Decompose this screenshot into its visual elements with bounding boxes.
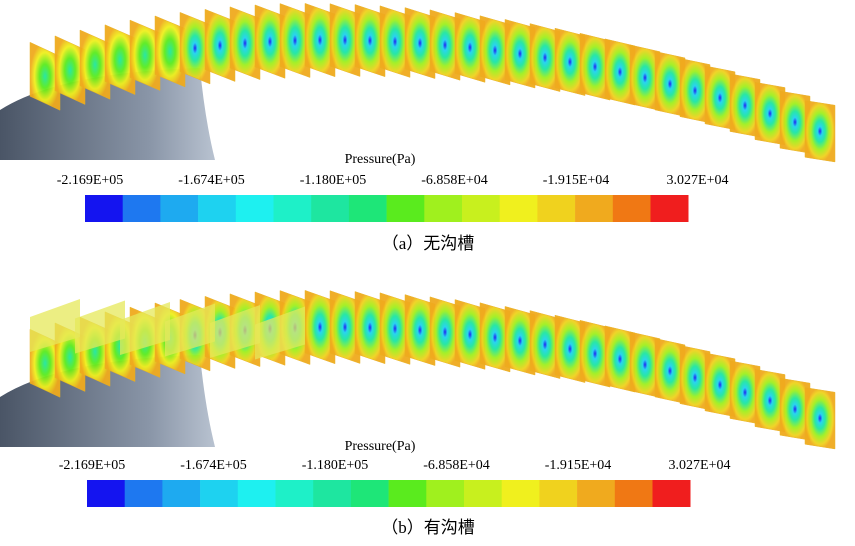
colorbar-swatch <box>311 195 349 222</box>
colorbar-swatch <box>424 195 462 222</box>
colorbar-swatch <box>198 195 236 222</box>
slice-plane <box>805 101 835 162</box>
legend-tick-label: -1.915E+04 <box>545 458 612 473</box>
legend-tick-label: -1.180E+05 <box>300 173 367 188</box>
legend-title: Pressure(Pa) <box>345 152 416 167</box>
panel-a: Pressure(Pa) -2.169E+05 -1.674E+05 -1.180E+… <box>0 3 835 253</box>
legend-tick-label: -1.915E+04 <box>543 173 610 188</box>
colorbar-swatch <box>502 480 540 507</box>
colorbar-swatch <box>123 195 161 222</box>
colorbar-swatch <box>276 480 314 507</box>
colorbar-swatch <box>238 480 276 507</box>
colorbar-swatch <box>653 480 691 507</box>
colorbar-swatch <box>236 195 274 222</box>
panel-b: Pressure(Pa) -2.169E+05 -1.674E+05 -1.180E+… <box>0 290 835 537</box>
legend-tick-label: -6.858E+04 <box>423 458 490 473</box>
colorbar-swatch <box>351 480 389 507</box>
legend-title: Pressure(Pa) <box>345 439 416 454</box>
colorbar-swatch <box>313 480 351 507</box>
colorbar-swatch <box>125 480 163 507</box>
colorbar-swatch <box>462 195 500 222</box>
colorbar-swatch <box>577 480 615 507</box>
legend-tick-label: -1.674E+05 <box>180 458 247 473</box>
flow-slice <box>805 101 835 162</box>
colorbar-swatch <box>613 195 651 222</box>
legend-tick-label: -2.169E+05 <box>57 173 124 188</box>
legend-tick-label: 3.027E+04 <box>669 458 731 473</box>
colorbar-swatch <box>464 480 502 507</box>
legend-tick-label: -6.858E+04 <box>421 173 488 188</box>
colorbar-swatch <box>274 195 312 222</box>
colorbar-swatch <box>87 480 125 507</box>
colorbar-swatch <box>500 195 538 222</box>
colorbar-swatch <box>162 480 200 507</box>
colorbar-swatch <box>200 480 238 507</box>
colorbar-swatch <box>349 195 387 222</box>
colorbar-swatch <box>387 195 425 222</box>
slice-plane <box>805 388 835 449</box>
caption: （a）无沟槽 <box>382 234 475 253</box>
colorbar-swatch <box>85 195 123 222</box>
legend-tick-label: -2.169E+05 <box>59 458 126 473</box>
colorbar-swatch <box>389 480 427 507</box>
colorbar-swatch <box>426 480 464 507</box>
colorbar-swatch <box>615 480 653 507</box>
colorbar-swatch <box>575 195 613 222</box>
colorbar-swatch <box>160 195 198 222</box>
colorbar-swatch <box>539 480 577 507</box>
colorbar-swatch <box>651 195 689 222</box>
legend-tick-label: -1.180E+05 <box>302 458 369 473</box>
legend-tick-label: -1.674E+05 <box>178 173 245 188</box>
caption: （b）有沟槽 <box>381 518 475 537</box>
colorbar-swatch <box>537 195 575 222</box>
flow-slice <box>805 388 835 449</box>
legend-tick-label: 3.027E+04 <box>667 173 729 188</box>
figure: Pressure(Pa) -2.169E+05 -1.674E+05 -1.180E+… <box>0 0 855 546</box>
